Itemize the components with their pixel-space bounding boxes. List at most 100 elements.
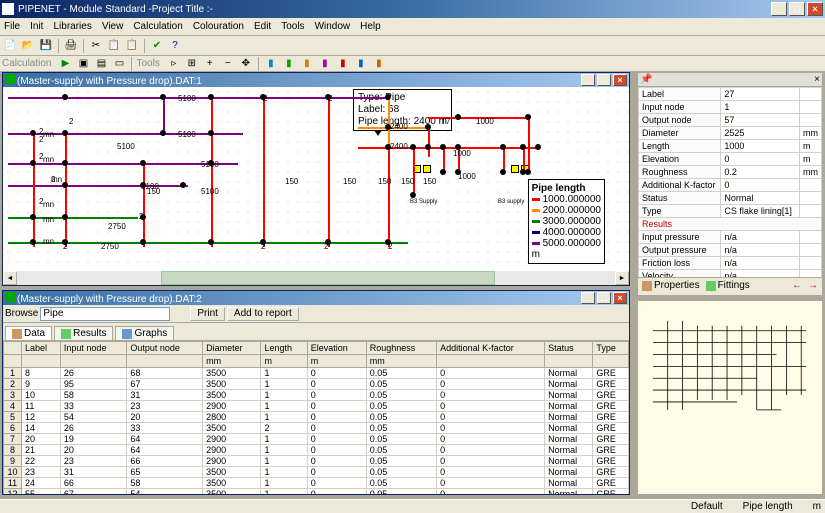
cell[interactable]: Normal <box>545 445 593 456</box>
pointer-icon[interactable]: ▹ <box>166 56 182 72</box>
cell[interactable]: 0.05 <box>366 401 436 412</box>
pipe-node[interactable] <box>30 214 36 220</box>
cell[interactable]: Normal <box>545 467 593 478</box>
pipe-node[interactable] <box>440 144 446 150</box>
cell[interactable]: 0.05 <box>366 412 436 423</box>
cell[interactable]: 0 <box>437 434 545 445</box>
cell[interactable]: 0 <box>307 368 366 379</box>
cell[interactable]: 1 <box>261 489 307 495</box>
table-row[interactable]: 61426333500200.050NormalGRE <box>4 423 629 434</box>
table-row[interactable]: 31058313500100.050NormalGRE <box>4 390 629 401</box>
graph-canvas[interactable]: Type: Pipe Label: 68 Pipe length: 2400 m… <box>3 87 629 271</box>
pipe-node[interactable] <box>410 192 416 198</box>
table-row[interactable]: 51254202800100.050NormalGRE <box>4 412 629 423</box>
cell[interactable]: 0 <box>307 423 366 434</box>
mdi2-close-button[interactable]: × <box>613 292 627 304</box>
cell[interactable]: 54 <box>60 412 126 423</box>
pipe-node[interactable] <box>500 169 506 175</box>
pipe-segment[interactable] <box>65 133 67 247</box>
pipe-node[interactable] <box>160 94 166 100</box>
cell[interactable]: 68 <box>127 368 203 379</box>
close-button[interactable]: × <box>807 2 823 16</box>
mdi-close-button[interactable]: × <box>613 74 627 86</box>
cell[interactable]: 0.05 <box>366 445 436 456</box>
tab-data[interactable]: Data <box>5 326 52 340</box>
cell[interactable]: GRE <box>593 401 629 412</box>
cell[interactable]: 0 <box>437 390 545 401</box>
pan-icon[interactable]: ✥ <box>238 56 254 72</box>
table-row[interactable]: 92223662900100.050NormalGRE <box>4 456 629 467</box>
prop-row[interactable]: Elevation0m <box>639 153 822 166</box>
cell[interactable]: 1 <box>261 379 307 390</box>
save-icon[interactable]: 💾 <box>38 38 54 54</box>
table-row[interactable]: 125567543500100.050NormalGRE <box>4 489 629 495</box>
pipe-segment[interactable] <box>528 117 530 172</box>
cell[interactable]: 0.05 <box>366 390 436 401</box>
cell[interactable]: 23 <box>60 456 126 467</box>
step-icon[interactable]: ▣ <box>75 56 91 72</box>
prop-row[interactable]: TypeCS flake lining[1] <box>639 205 822 218</box>
cell[interactable]: 0.05 <box>366 368 436 379</box>
mdi2-min-button[interactable]: _ <box>581 292 595 304</box>
cell[interactable]: 14 <box>22 423 61 434</box>
cell[interactable]: 0.05 <box>366 456 436 467</box>
tab-results[interactable]: Results <box>54 326 113 340</box>
cell[interactable]: Normal <box>545 401 593 412</box>
cell[interactable]: 23 <box>22 467 61 478</box>
cell[interactable]: Normal <box>545 478 593 489</box>
cell[interactable]: 9 <box>22 379 61 390</box>
cell[interactable]: 2900 <box>203 434 261 445</box>
cell[interactable]: GRE <box>593 445 629 456</box>
cell[interactable]: GRE <box>593 412 629 423</box>
data-window-title[interactable]: (Master-supply with Pressure drop).DAT:2… <box>3 291 629 305</box>
prop-row[interactable]: Additional K-factor0 <box>639 179 822 192</box>
pipe-segment[interactable] <box>8 217 138 219</box>
cell[interactable]: 64 <box>127 434 203 445</box>
prop-row[interactable]: Input node1 <box>639 101 822 114</box>
menu-init[interactable]: Init <box>30 21 43 32</box>
cell[interactable]: 12 <box>22 412 61 423</box>
table-row[interactable]: 72019642900100.050NormalGRE <box>4 434 629 445</box>
pipe-node[interactable] <box>62 214 68 220</box>
cell[interactable]: 0 <box>307 445 366 456</box>
pipe-node[interactable] <box>62 182 68 188</box>
cell[interactable]: 58 <box>127 478 203 489</box>
cell[interactable]: 1 <box>261 390 307 401</box>
pin-icon[interactable]: 📌 <box>640 74 652 85</box>
t6-icon[interactable]: ▮ <box>353 56 369 72</box>
cell[interactable]: 2 <box>261 423 307 434</box>
cell[interactable]: 22 <box>22 456 61 467</box>
cell[interactable]: 67 <box>60 489 126 495</box>
pipe-node[interactable] <box>140 160 146 166</box>
cell[interactable]: 64 <box>127 445 203 456</box>
cell[interactable]: 1 <box>261 445 307 456</box>
cell[interactable]: 24 <box>22 478 61 489</box>
props-close-icon[interactable]: × <box>814 74 820 85</box>
cell[interactable]: 1 <box>261 412 307 423</box>
col-header[interactable]: Input node <box>60 342 126 355</box>
table-row[interactable]: 82120642900100.050NormalGRE <box>4 445 629 456</box>
prop-row[interactable]: Diameter2525mm <box>639 127 822 140</box>
cell[interactable]: 19 <box>60 434 126 445</box>
cell[interactable]: Normal <box>545 368 593 379</box>
cell[interactable]: GRE <box>593 467 629 478</box>
zoom-out-icon[interactable]: − <box>220 56 236 72</box>
cell[interactable]: 2800 <box>203 412 261 423</box>
tab-properties[interactable]: Properties <box>642 280 700 291</box>
menu-file[interactable]: File <box>4 21 20 32</box>
cell[interactable]: 0.05 <box>366 379 436 390</box>
cell[interactable]: GRE <box>593 434 629 445</box>
cell[interactable]: GRE <box>593 423 629 434</box>
tab-graphs[interactable]: Graphs <box>115 326 174 340</box>
cell[interactable]: Normal <box>545 412 593 423</box>
cell[interactable]: 3500 <box>203 368 261 379</box>
pipe-segment[interactable] <box>428 127 430 157</box>
list-icon[interactable]: ▤ <box>93 56 109 72</box>
cell[interactable]: 0 <box>437 489 545 495</box>
nav-prev-icon[interactable]: ← <box>792 280 802 291</box>
cell[interactable]: 2900 <box>203 445 261 456</box>
new-icon[interactable]: 📄 <box>2 38 18 54</box>
pipe-segment[interactable] <box>143 163 145 247</box>
cell[interactable]: 0.05 <box>366 489 436 495</box>
mdi2-max-button[interactable]: □ <box>597 292 611 304</box>
